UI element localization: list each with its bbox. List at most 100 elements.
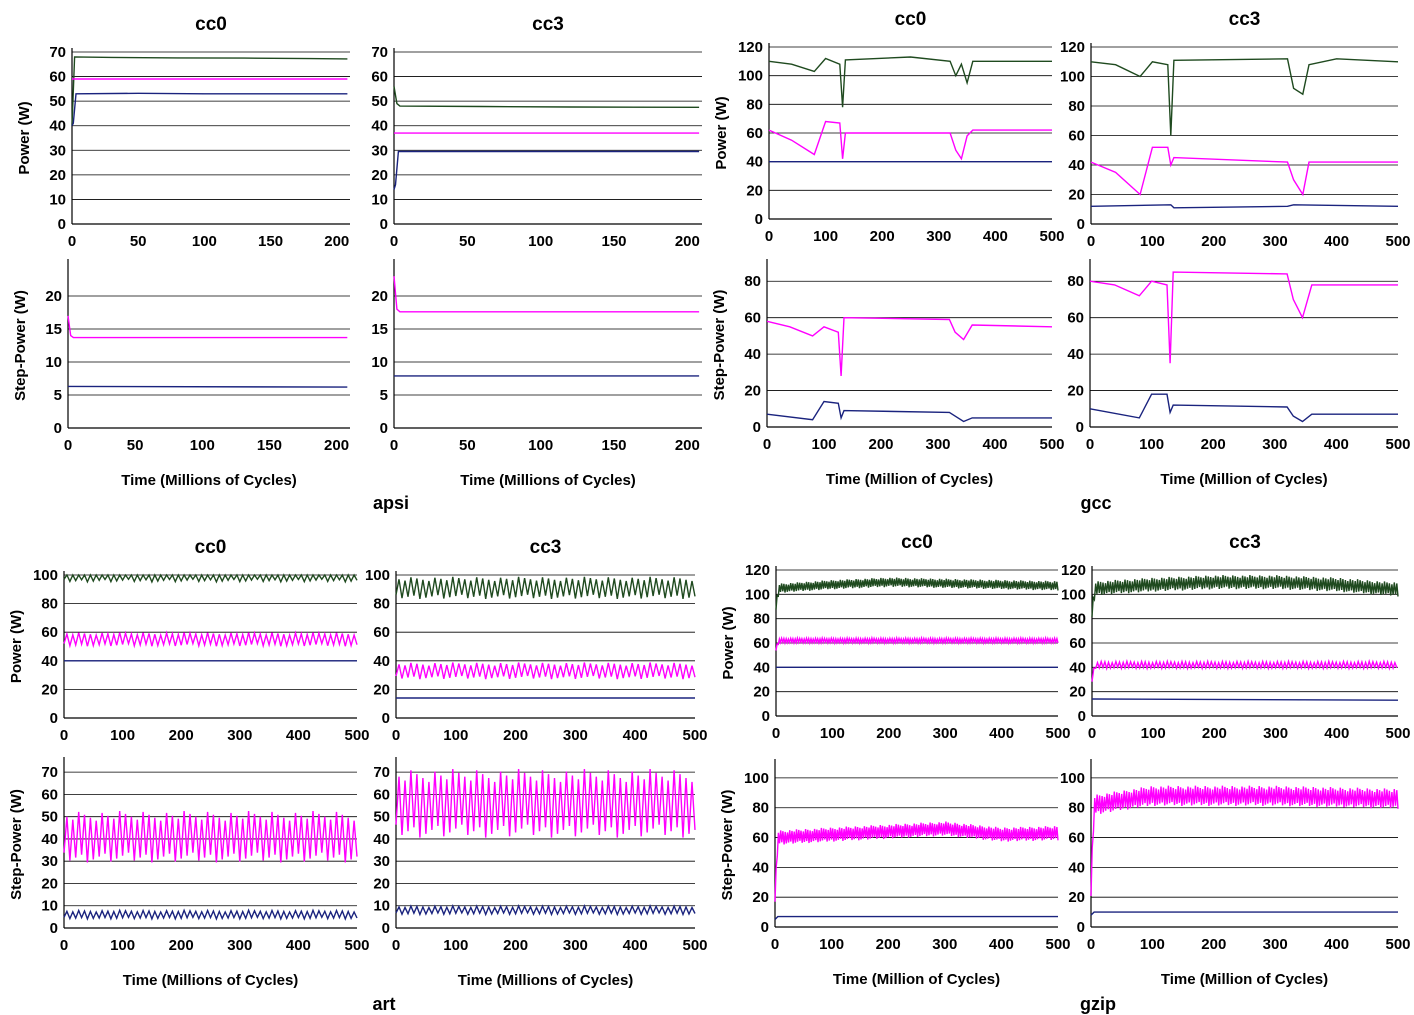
y-tick-label: 60 [1068, 830, 1085, 847]
y-tick-label: 0 [1078, 708, 1086, 725]
y-tick-label: 20 [752, 889, 769, 906]
y-tick-label: 70 [49, 44, 66, 61]
chart-title: cc0 [195, 14, 227, 35]
x-tick-label: 200 [503, 727, 528, 744]
y-tick-label: 70 [373, 764, 390, 781]
x-tick-label: 0 [60, 937, 68, 954]
chart-gcc-cc3-step: 0 20 40 60 80 0 100 200 300 400 500 Time (Million o… [1067, 259, 1411, 488]
x-axis-label: Time (Millions of Cycles) [121, 472, 297, 489]
x-tick-label: 500 [1045, 936, 1070, 953]
series-line-blue [1090, 204, 1399, 209]
x-tick-label: 300 [925, 436, 950, 453]
y-tick-label: 100 [33, 567, 58, 584]
y-tick-label: 80 [41, 596, 58, 613]
y-tick-label: 70 [371, 44, 388, 61]
caption-gcc: gcc [1080, 493, 1111, 513]
x-tick-label: 400 [983, 228, 1008, 245]
y-tick-label: 20 [49, 167, 66, 184]
x-axis-label: Time (Millions of Cycles) [123, 972, 299, 989]
series-line-green [395, 576, 696, 600]
y-tick-label: 40 [49, 118, 66, 135]
y-tick-label: 0 [1077, 216, 1085, 233]
series-line-magenta [63, 630, 358, 649]
y-axis-label: Power (W) [720, 606, 737, 679]
caption-apsi: apsi [373, 493, 409, 513]
y-tick-label: 20 [45, 288, 62, 305]
y-tick-label: 5 [54, 387, 62, 404]
x-tick-label: 300 [563, 937, 588, 954]
y-tick-label: 0 [380, 216, 388, 233]
chart-title: cc0 [895, 9, 927, 30]
series-line-magenta [395, 768, 696, 838]
x-tick-label: 100 [443, 727, 468, 744]
y-tick-label: 80 [373, 596, 390, 613]
chart-art-cc0-power: 0 20 40 60 80 100 0 100 200 300 400 500 cc0 Power (W) [8, 537, 370, 744]
x-tick-label: 500 [1385, 436, 1410, 453]
chart-apsi-cc3-power: 0 10 20 30 40 50 60 70 0 50 100 150 200 cc3 [371, 14, 702, 250]
y-tick-label: 15 [45, 321, 62, 338]
y-tick-label: 30 [373, 853, 390, 870]
x-tick-label: 200 [324, 437, 349, 454]
y-tick-label: 20 [746, 182, 763, 199]
x-tick-label: 0 [60, 727, 68, 744]
y-tick-label: 10 [371, 191, 388, 208]
x-tick-label: 0 [1087, 936, 1095, 953]
x-tick-label: 300 [1262, 436, 1287, 453]
y-tick-label: 80 [1067, 273, 1084, 290]
y-tick-label: 50 [49, 93, 66, 110]
series-line-magenta [393, 276, 700, 313]
chart-gzip-cc0-step: 0 20 40 60 80 100 0 100 200 300 400 500 Time (Millio… [719, 759, 1071, 988]
x-tick-label: 0 [390, 233, 398, 250]
y-tick-label: 50 [41, 809, 58, 826]
x-tick-label: 400 [989, 936, 1014, 953]
x-tick-label: 500 [1385, 725, 1410, 742]
series-line-magenta [775, 635, 1059, 651]
y-tick-label: 40 [41, 653, 58, 670]
chart-gzip-cc0-power: 0 20 40 60 80 100 120 0 100 200 300 400 500 cc0 Power … [720, 532, 1071, 742]
x-tick-label: 100 [811, 436, 836, 453]
y-axis-label: Power (W) [713, 96, 730, 169]
y-tick-label: 80 [1069, 611, 1086, 628]
series-line-green [768, 56, 1052, 108]
x-tick-label: 200 [876, 725, 901, 742]
chart-title: cc3 [1229, 9, 1261, 30]
x-tick-label: 400 [286, 937, 311, 954]
y-tick-label: 20 [1069, 684, 1086, 701]
y-tick-label: 40 [1068, 859, 1085, 876]
x-axis-label: Time (Millions of Cycles) [458, 972, 634, 989]
x-tick-label: 150 [601, 437, 626, 454]
x-tick-label: 400 [989, 725, 1014, 742]
y-tick-label: 120 [745, 562, 770, 579]
y-tick-label: 0 [762, 708, 770, 725]
y-axis-label: Step-Power (W) [711, 290, 728, 401]
x-tick-label: 400 [623, 727, 648, 744]
x-tick-label: 100 [1140, 936, 1165, 953]
y-tick-label: 120 [738, 39, 763, 56]
x-tick-label: 100 [820, 725, 845, 742]
y-tick-label: 60 [752, 830, 769, 847]
y-tick-label: 60 [373, 624, 390, 641]
y-tick-label: 0 [755, 211, 763, 228]
x-tick-label: 500 [344, 727, 369, 744]
y-tick-label: 20 [753, 684, 770, 701]
y-tick-label: 0 [54, 420, 62, 437]
y-tick-label: 0 [753, 419, 761, 436]
y-tick-label: 40 [752, 859, 769, 876]
chart-art-cc3-step: 0 10 20 30 40 50 60 70 0 100 200 300 400 500 Time (Mil… [373, 757, 708, 989]
y-tick-label: 60 [1067, 310, 1084, 327]
x-tick-label: 300 [933, 725, 958, 742]
x-axis-label: Time (Millions of Cycles) [460, 472, 636, 489]
series-line-blue [1089, 393, 1398, 423]
x-tick-label: 500 [344, 937, 369, 954]
x-tick-label: 200 [1201, 936, 1226, 953]
y-tick-label: 80 [746, 96, 763, 113]
y-axis-label: Step-Power (W) [8, 789, 25, 900]
y-tick-label: 10 [45, 354, 62, 371]
y-tick-label: 40 [744, 346, 761, 363]
y-tick-label: 20 [41, 875, 58, 892]
x-tick-label: 50 [127, 437, 144, 454]
y-tick-label: 40 [41, 831, 58, 848]
y-tick-label: 100 [738, 68, 763, 85]
